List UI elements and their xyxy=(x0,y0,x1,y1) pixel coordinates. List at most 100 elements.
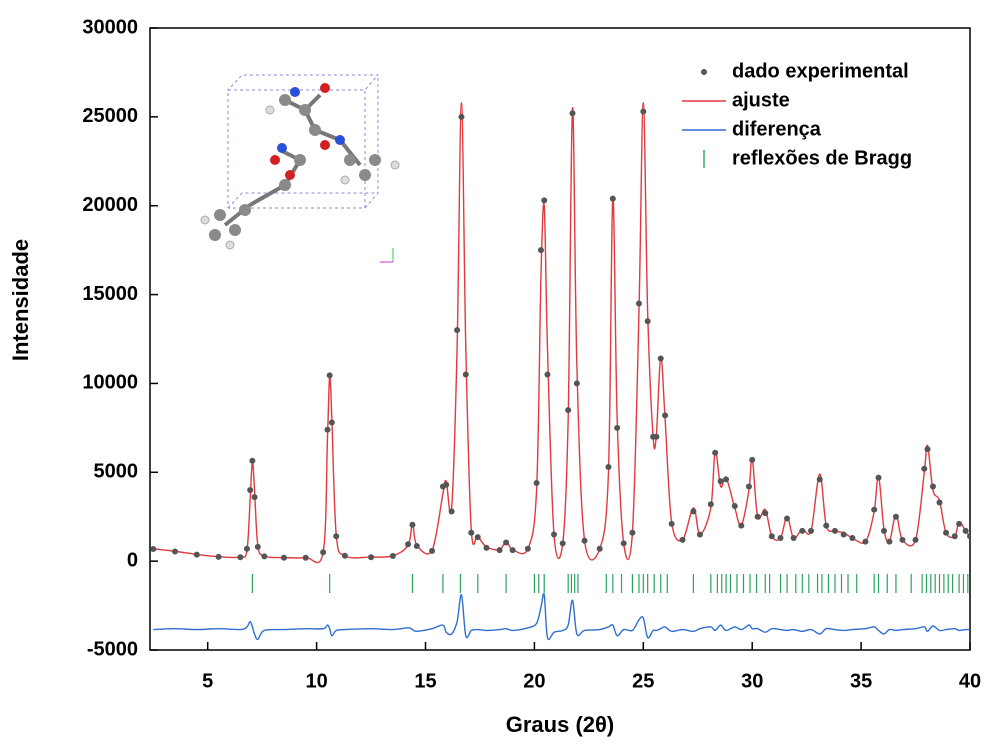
y-tick-label: 15000 xyxy=(82,283,138,305)
x-tick-label: 40 xyxy=(959,670,981,692)
data-point xyxy=(967,533,973,539)
data-point xyxy=(368,554,374,560)
data-point xyxy=(629,530,635,536)
chart: Graus (2θ) Intensidade 510152025303540-5… xyxy=(0,0,989,746)
data-point xyxy=(653,434,659,440)
data-point xyxy=(708,501,714,507)
data-point xyxy=(849,535,855,541)
data-point xyxy=(342,553,348,559)
legend-marker xyxy=(701,69,707,75)
data-point xyxy=(325,427,331,433)
data-point xyxy=(697,531,703,537)
data-point xyxy=(409,522,415,528)
data-point xyxy=(150,546,156,552)
data-point xyxy=(252,494,258,500)
data-point xyxy=(832,528,838,534)
data-point xyxy=(570,110,576,116)
data-point xyxy=(881,528,887,534)
data-point xyxy=(876,475,882,481)
data-point xyxy=(899,537,905,543)
data-point xyxy=(320,549,326,555)
data-point xyxy=(244,546,250,552)
legend-label: reflexões de Bragg xyxy=(732,147,912,169)
data-point xyxy=(390,553,396,559)
structure-inset xyxy=(201,75,399,262)
data-point xyxy=(414,543,420,549)
data-point xyxy=(582,538,588,544)
data-point xyxy=(817,476,823,482)
data-point xyxy=(574,380,580,386)
data-point xyxy=(560,540,566,546)
y-tick-label: 5000 xyxy=(94,461,139,483)
data-point xyxy=(841,531,847,537)
y-tick-label: -5000 xyxy=(87,638,138,660)
data-point xyxy=(808,528,814,534)
data-point xyxy=(405,541,411,547)
data-point xyxy=(645,318,651,324)
data-point xyxy=(605,464,611,470)
data-point xyxy=(333,533,339,539)
data-point xyxy=(544,372,550,378)
data-point xyxy=(483,545,489,551)
data-point xyxy=(669,521,675,527)
data-point xyxy=(329,420,335,426)
data-point xyxy=(738,523,744,529)
data-point xyxy=(749,457,755,463)
data-point xyxy=(762,510,768,516)
data-point xyxy=(503,539,509,545)
plot-area xyxy=(150,103,973,640)
data-point xyxy=(755,514,761,520)
data-point xyxy=(610,196,616,202)
data-point xyxy=(862,539,868,545)
data-point xyxy=(475,534,481,540)
y-tick-label: 20000 xyxy=(82,194,138,216)
data-point xyxy=(746,484,752,490)
data-point xyxy=(597,546,603,552)
series-line xyxy=(153,594,970,640)
data-point xyxy=(255,544,261,550)
data-point xyxy=(778,535,784,541)
x-tick-label: 30 xyxy=(741,670,763,692)
data-point xyxy=(769,533,775,539)
data-point xyxy=(871,507,877,513)
legend-label: dado experimental xyxy=(732,60,909,82)
data-point xyxy=(443,482,449,488)
data-point xyxy=(712,450,718,456)
data-point xyxy=(913,537,919,543)
data-point xyxy=(194,552,200,558)
data-point xyxy=(510,547,516,553)
data-point xyxy=(237,554,243,560)
data-point xyxy=(658,356,664,362)
x-tick-label: 35 xyxy=(850,670,872,692)
series-line xyxy=(153,103,970,563)
data-point xyxy=(636,300,642,306)
data-point xyxy=(525,546,531,552)
data-point xyxy=(497,547,503,553)
x-tick-label: 5 xyxy=(202,670,213,692)
y-tick-label: 25000 xyxy=(82,105,138,127)
data-point xyxy=(216,554,222,560)
data-point xyxy=(893,514,899,520)
legend-label: ajuste xyxy=(732,89,790,111)
data-point xyxy=(458,114,464,120)
data-point xyxy=(723,476,729,482)
data-point xyxy=(463,372,469,378)
x-tick-label: 20 xyxy=(523,670,545,692)
legend-label: diferença xyxy=(732,118,822,140)
data-point xyxy=(690,508,696,514)
data-point xyxy=(468,530,474,536)
data-point xyxy=(937,499,943,505)
data-point xyxy=(718,478,724,484)
data-point xyxy=(925,446,931,452)
y-tick-label: 10000 xyxy=(82,372,138,394)
x-tick-label: 10 xyxy=(305,670,327,692)
data-point xyxy=(823,523,829,529)
data-point xyxy=(541,197,547,203)
data-point xyxy=(249,458,255,464)
y-tick-label: 0 xyxy=(127,549,138,571)
data-point xyxy=(551,531,557,537)
data-point xyxy=(454,327,460,333)
y-tick-label: 30000 xyxy=(82,16,138,38)
data-point xyxy=(963,528,969,534)
data-point xyxy=(640,109,646,115)
